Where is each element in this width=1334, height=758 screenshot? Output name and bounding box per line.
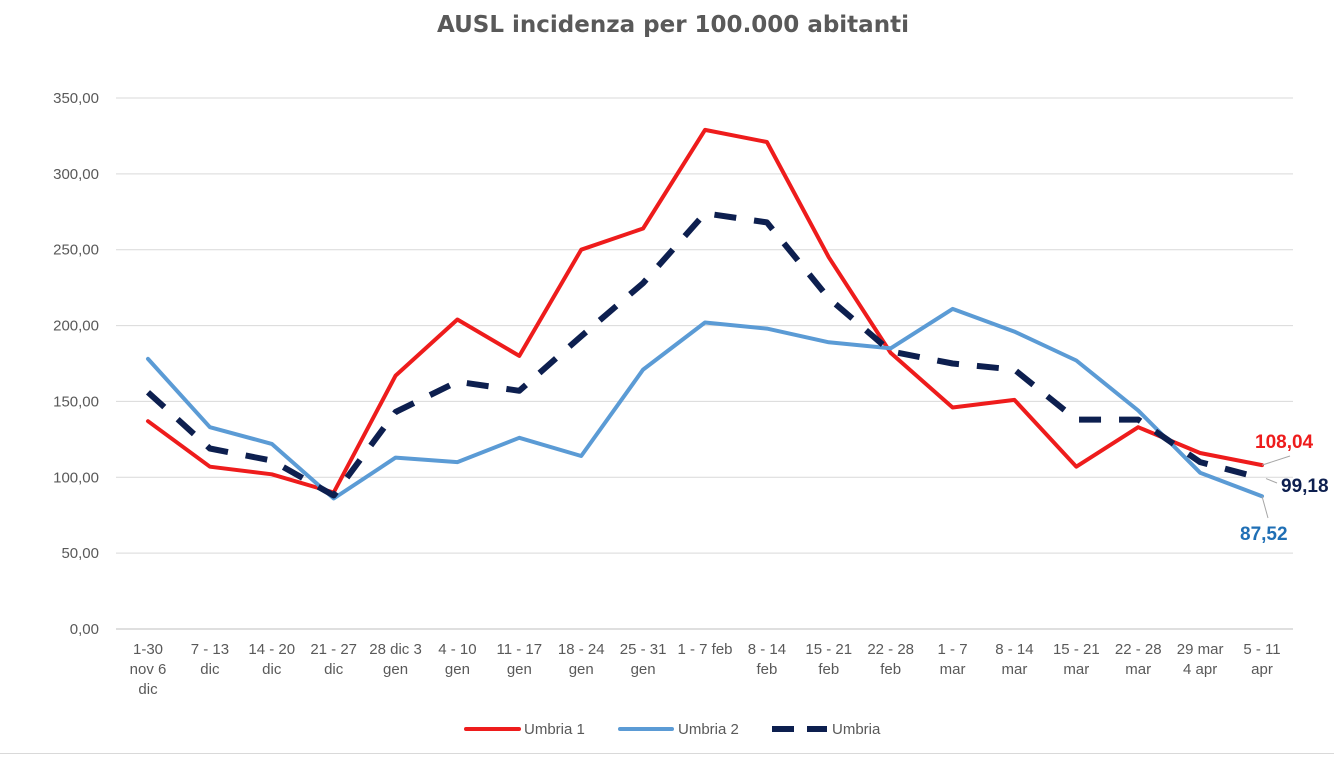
y-tick-label: 100,00 — [53, 469, 99, 486]
x-tick-label: 8 - 14 mar — [995, 641, 1033, 678]
x-tick-label: 14 - 20 dic — [248, 641, 295, 678]
leader-line — [1261, 496, 1269, 519]
legend-label: Umbria 1 — [524, 721, 585, 738]
x-tick-label: 15 - 21 feb — [805, 641, 852, 678]
leader-line — [1261, 455, 1291, 466]
series-line-umbria — [145, 210, 1263, 499]
chart-title: AUSL incidenza per 100.000 abitanti — [437, 12, 909, 38]
leader-line — [1265, 478, 1278, 484]
y-tick-label: 200,00 — [53, 318, 99, 335]
gridlines — [116, 97, 1293, 630]
series-line-umbria-2 — [146, 306, 1264, 501]
data-label: 108,04 — [1255, 432, 1314, 453]
x-tick-label: 18 - 24 gen — [558, 641, 605, 678]
legend-label: Umbria 2 — [678, 721, 739, 738]
x-tick-label: 22 - 28 mar — [1115, 641, 1162, 678]
y-tick-label: 350,00 — [53, 90, 99, 107]
bottom-divider — [0, 753, 1334, 754]
series-group — [145, 127, 1264, 501]
y-tick-label: 150,00 — [53, 393, 99, 410]
y-tick-label: 50,00 — [61, 545, 99, 562]
x-tick-label: 1 - 7 feb — [677, 641, 732, 658]
x-axis: 1-30 nov 6 dic 7 - 13 dic 14 - 20 dic 21 - 27 di… — [130, 641, 1281, 698]
y-tick-label: 0,00 — [70, 621, 99, 638]
series-line-umbria-1 — [146, 127, 1264, 495]
y-tick-label: 300,00 — [53, 166, 99, 183]
legend-label: Umbria — [832, 721, 881, 738]
x-tick-label: 8 - 14 feb — [748, 641, 786, 678]
x-tick-label: 22 - 28 feb — [867, 641, 914, 678]
x-tick-label: 15 - 21 mar — [1053, 641, 1100, 678]
x-tick-label: 7 - 13 dic — [191, 641, 229, 678]
y-tick-label: 250,00 — [53, 242, 99, 259]
data-label: 87,52 — [1240, 524, 1288, 545]
x-tick-label: 5 - 11 apr — [1243, 641, 1280, 678]
x-tick-label: 21 - 27 dic — [310, 641, 357, 678]
x-tick-label: 28 dic 3 gen — [369, 641, 422, 678]
y-axis: 0,00 50,00 100,00 150,00 200,00 250,00 300,00 3… — [53, 90, 99, 638]
x-tick-label: 1 - 7 mar — [938, 641, 968, 678]
x-tick-label: 29 mar 4 apr — [1177, 641, 1224, 678]
x-tick-label: 25 - 31 gen — [620, 641, 667, 678]
end-labels: 108,04 87,52 99,18 — [1240, 432, 1329, 545]
data-label: 99,18 — [1281, 476, 1329, 497]
x-tick-label: 11 - 17 gen — [497, 641, 543, 678]
x-tick-label: 4 - 10 gen — [438, 641, 476, 678]
x-tick-label: 1-30 nov 6 dic — [130, 641, 167, 698]
legend: Umbria 1 Umbria 2 Umbria — [464, 721, 881, 738]
